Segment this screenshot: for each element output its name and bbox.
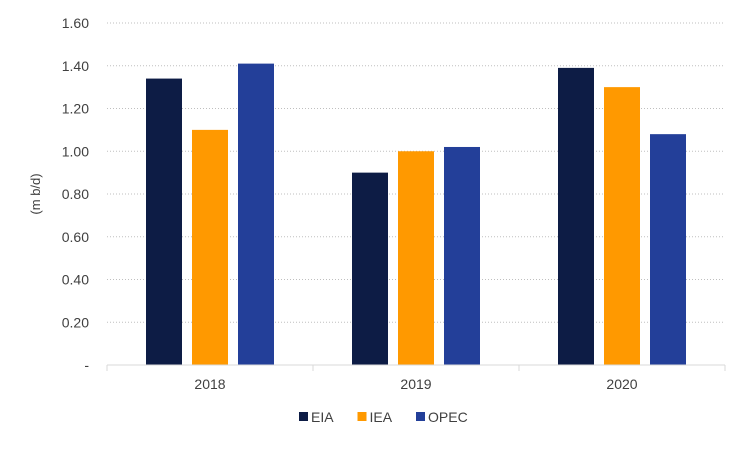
bar-opec-2020 xyxy=(650,134,686,365)
legend-swatch-opec xyxy=(416,412,425,421)
x-tick-label: 2020 xyxy=(606,376,637,392)
bar-eia-2019 xyxy=(352,172,388,365)
legend-label-eia: EIA xyxy=(311,409,334,425)
bars xyxy=(146,63,686,366)
y-tick-label: - xyxy=(84,357,89,373)
bar-eia-2018 xyxy=(146,78,182,365)
x-tick-label: 2018 xyxy=(194,376,225,392)
bar-opec-2018 xyxy=(238,63,274,366)
bar-iea-2018 xyxy=(192,129,228,365)
legend: EIA IEA OPEC xyxy=(299,409,468,425)
legend-label-iea: IEA xyxy=(370,409,393,425)
y-tick-label: 0.40 xyxy=(62,272,89,288)
legend-label-opec: OPEC xyxy=(428,409,468,425)
y-tick-label: 0.80 xyxy=(62,186,89,202)
legend-swatch-iea xyxy=(357,412,367,421)
x-tick-label: 2019 xyxy=(400,376,431,392)
y-tick-label: 0.60 xyxy=(62,229,89,245)
bar-eia-2020 xyxy=(558,67,594,365)
legend-swatch-eia xyxy=(299,412,308,421)
y-tick-label: 0.20 xyxy=(62,314,89,330)
y-tick-label: 1.60 xyxy=(62,15,89,31)
y-tick-label: 1.20 xyxy=(62,101,89,117)
y-axis-label: (m b/d) xyxy=(28,173,43,214)
bar-opec-2019 xyxy=(444,146,480,365)
bar-iea-2020 xyxy=(604,87,640,365)
x-axis-ticks: 2018 2019 2020 xyxy=(106,365,726,392)
y-tick-label: 1.00 xyxy=(62,143,89,159)
y-axis-tick-labels: - 0.20 0.40 0.60 0.80 1.00 1.20 1.40 1.60 xyxy=(62,15,90,373)
bar-iea-2019 xyxy=(398,151,434,365)
y-tick-label: 1.40 xyxy=(62,58,89,74)
